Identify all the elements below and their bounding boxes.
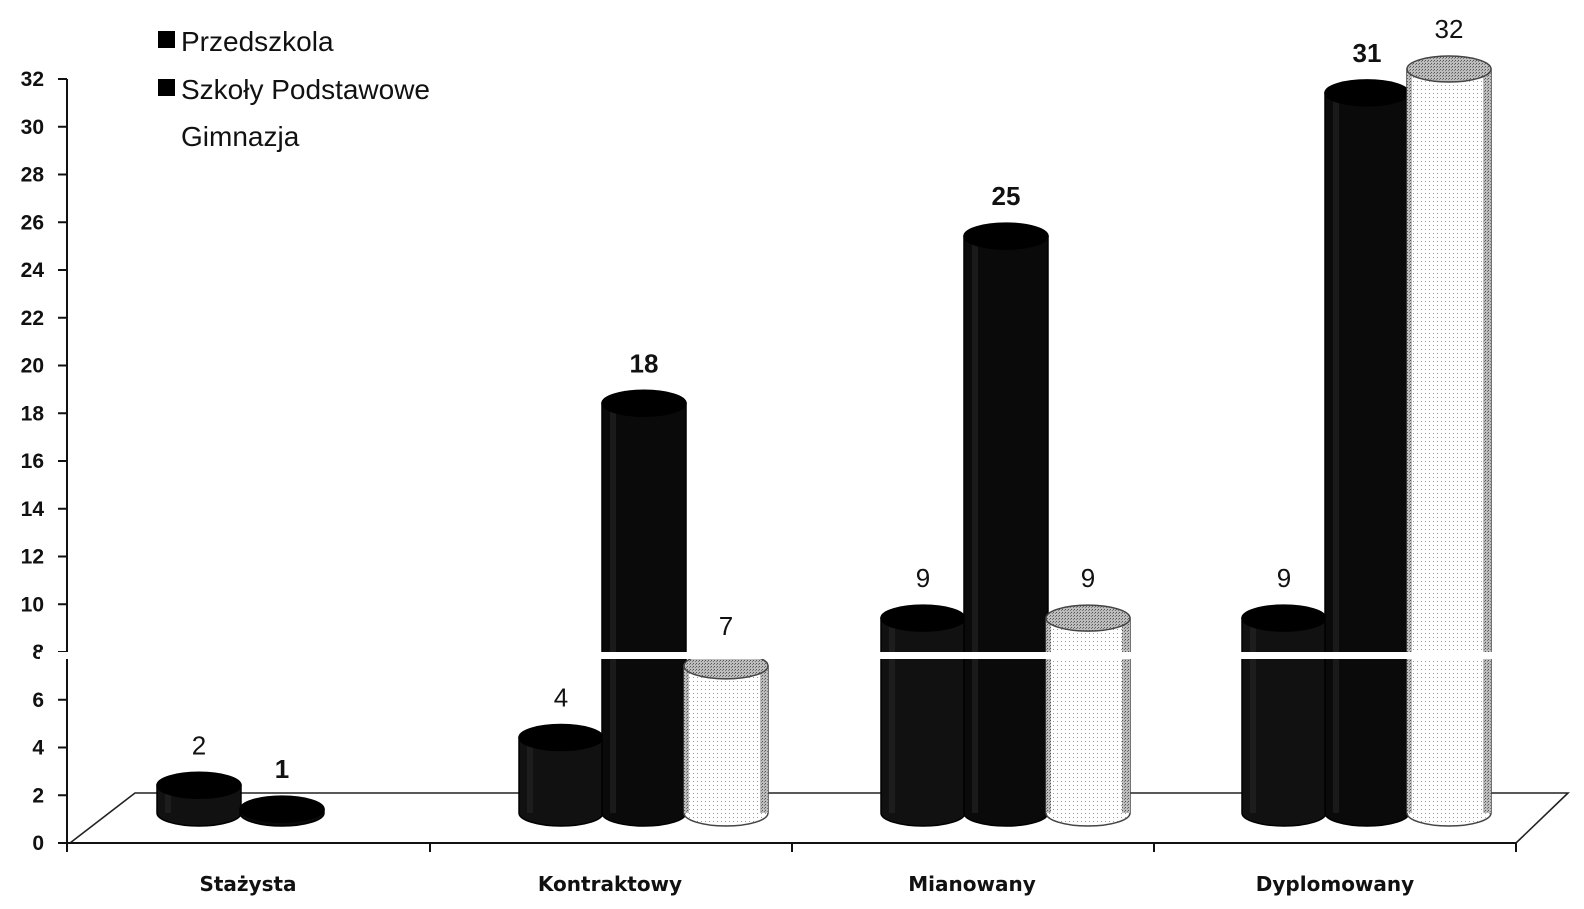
bar-shade (760, 665, 768, 813)
bar (683, 652, 769, 827)
y-tick-label: 16 (21, 450, 44, 473)
axis-break-gap (40, 652, 1540, 659)
bar (1045, 604, 1131, 827)
legend-item: Gimnazja (181, 121, 300, 152)
bar-shade (1483, 69, 1491, 813)
data-label: 25 (992, 181, 1021, 211)
bar (601, 389, 687, 827)
bar-top (1241, 604, 1327, 632)
x-axis: Stażysta Kontraktowy Mianowany Dyplomowany (66, 842, 1517, 896)
bar-top (518, 723, 604, 752)
y-tick-label: 30 (21, 116, 44, 139)
y-tick-label: 20 (21, 355, 44, 378)
x-tick-label: Mianowany (908, 872, 1035, 896)
legend-item: Przedszkola (158, 26, 334, 57)
floor-outline (69, 792, 1570, 844)
bar (963, 222, 1049, 827)
bar-highlight (972, 240, 978, 813)
x-tick-label: Kontraktowy (538, 872, 682, 896)
y-tick-label: 26 (21, 211, 44, 234)
bars (156, 55, 1492, 827)
y-tick-label: 22 (21, 307, 44, 330)
bar-shade (1046, 618, 1051, 813)
y-tick-label: 32 (21, 68, 44, 91)
y-tick-label: 6 (32, 689, 44, 712)
data-labels: 2 4 9 9 1 18 25 31 7 9 32 (192, 14, 1464, 784)
y-tick-label: 12 (21, 546, 44, 569)
bar-top (963, 222, 1049, 250)
bar (880, 604, 966, 827)
legend-swatch (158, 79, 175, 96)
bar-highlight (1333, 96, 1339, 813)
bar-body (1045, 617, 1131, 827)
bar (1241, 604, 1327, 827)
bar-shade (1122, 618, 1130, 813)
data-label: 9 (1277, 563, 1291, 593)
bar-body (880, 617, 966, 827)
data-label: 18 (630, 348, 659, 378)
y-tick-label: 14 (21, 498, 45, 521)
x-tick-label: Stażysta (199, 872, 296, 896)
x-axis-labels: Stażysta Kontraktowy Mianowany Dyplomowany (199, 872, 1414, 896)
y-tick-label: 28 (21, 164, 45, 187)
bar (1324, 79, 1410, 827)
bar-highlight (165, 789, 171, 813)
legend-item: Szkoły Podstawowe (158, 74, 430, 105)
bar-shade (1407, 69, 1412, 813)
bar-top (1045, 604, 1131, 632)
bar-body (683, 665, 769, 827)
y-tick-label: 2 (32, 784, 44, 807)
legend-label: Przedszkola (181, 26, 334, 57)
bar-body (518, 736, 604, 827)
bar (1406, 55, 1492, 827)
bar-body (1406, 68, 1492, 827)
bar-highlight (1250, 622, 1256, 813)
bar-top (1324, 79, 1410, 107)
x-axis-ticks (66, 843, 1517, 852)
bar-highlight (527, 741, 533, 813)
bar-highlight (610, 407, 616, 813)
data-label: 1 (275, 754, 289, 784)
bar (518, 723, 604, 827)
y-tick-label: 4 (32, 737, 44, 760)
data-label: 32 (1435, 14, 1464, 44)
bar-shade (684, 665, 689, 813)
y-tick-label: 18 (21, 402, 45, 425)
data-label: 2 (192, 730, 206, 760)
bar-top (1406, 55, 1492, 83)
bar-top (239, 795, 325, 823)
y-tick-label: 24 (21, 259, 45, 282)
floor-plane (69, 792, 1570, 844)
bar-body (1241, 617, 1327, 827)
data-label: 7 (719, 611, 733, 641)
bar-highlight (889, 622, 895, 813)
axis-break (40, 652, 1540, 659)
bar-top (156, 771, 242, 799)
bar (156, 771, 242, 827)
x-tick-label: Dyplomowany (1256, 872, 1414, 896)
legend-label: Gimnazja (181, 121, 300, 152)
legend-label: Szkoły Podstawowe (181, 74, 430, 105)
legend-swatch (158, 31, 175, 48)
y-tick-label: 0 (32, 832, 44, 855)
bar-top (601, 389, 687, 417)
bar-top (880, 604, 966, 632)
legend: Przedszkola Szkoły Podstawowe Gimnazja (158, 26, 430, 152)
y-tick-label: 10 (21, 593, 44, 616)
data-label: 4 (554, 683, 568, 713)
data-label: 31 (1353, 38, 1382, 68)
data-label: 9 (916, 563, 930, 593)
bar (239, 795, 325, 827)
data-label: 9 (1081, 563, 1095, 593)
